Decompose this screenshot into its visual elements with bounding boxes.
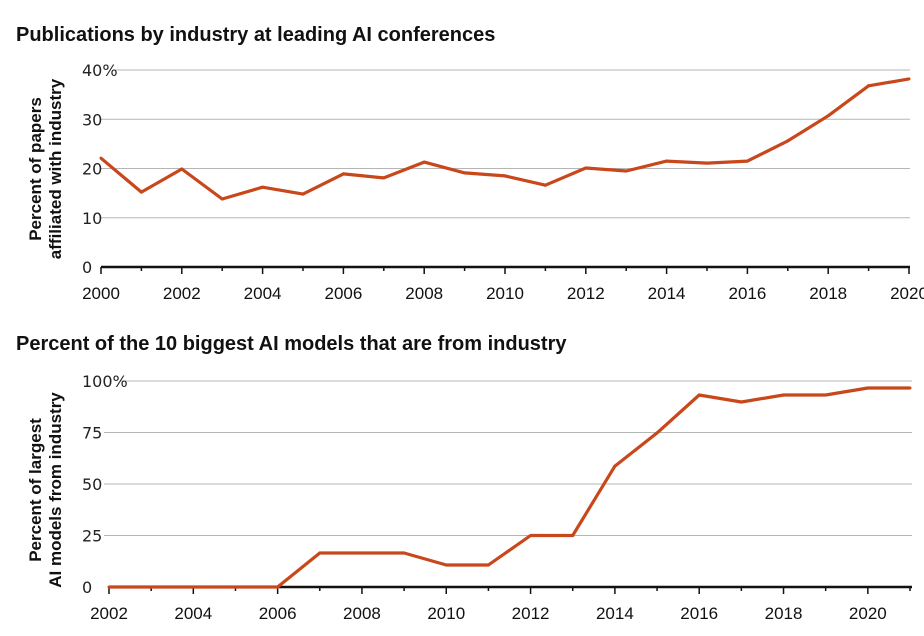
data-point [402,551,406,555]
x-tick-label: 2000 [82,284,120,303]
y-tick-label: 30 [82,110,102,129]
data-point [866,386,870,390]
chart-1-title: Publications by industry at leading AI c… [16,24,495,46]
data-point [486,563,490,567]
x-tick-label: 2006 [259,604,297,623]
x-tick-label: 2014 [648,284,686,303]
y-tick-label: 75 [82,424,102,443]
chart-1-plot: 0 10 20 30 40% 2000 2002 2004 2006 2008 2010 2012 20… [82,61,924,303]
data-point [444,563,448,567]
data-point [624,169,628,173]
x-tick-label: 2002 [90,604,128,623]
x-tick-label: 2016 [728,284,766,303]
data-point [543,183,547,187]
data-point [867,84,871,88]
x-tick-label: 2020 [849,604,887,623]
data-point [739,400,743,404]
data-point [826,114,830,118]
y-tick-label: 100% [82,372,128,391]
data-point [571,534,575,537]
data-point [341,172,345,176]
series-line [99,77,910,201]
data-point [99,156,103,160]
data-point [907,77,911,81]
x-tick-label: 2016 [680,604,718,623]
x-tick-label: 2004 [174,604,212,623]
x-tick-label: 2008 [343,604,381,623]
y-tick-label: 20 [82,160,102,179]
chart-1-ylabel-line1: Percent of papers [26,97,45,241]
x-tick-label: 2010 [427,604,465,623]
y-tick-label: 0 [82,578,92,597]
data-point [705,161,709,165]
x-tick-label: 2014 [596,604,634,623]
data-point [782,393,786,397]
data-point [233,585,237,589]
data-point [824,393,828,397]
data-point [220,197,224,201]
data-point [613,464,617,468]
data-point [503,174,507,178]
chart-2-ylabel-line1: Percent of largest [26,418,45,562]
data-point [382,176,386,180]
x-tick-label: 2002 [163,284,201,303]
chart-2-ylabel-line2: AI models from industry [46,392,65,588]
data-point [745,159,749,163]
data-point [665,159,669,163]
x-tick-label: 2008 [405,284,443,303]
x-tick-label: 2018 [809,284,847,303]
data-point [149,585,153,589]
data-point [422,160,426,164]
data-point [463,171,467,175]
y-tick-label: 50 [82,475,102,494]
chart-2-plot: 0 25 50 75 100% 2002 2004 2006 2008 2010 2012 2014 2… [82,372,912,623]
x-tick-label: 2010 [486,284,524,303]
data-point [276,585,280,589]
data-point [655,431,659,435]
chart-2-title: Percent of the 10 biggest AI models that… [16,333,567,355]
data-point [107,585,111,589]
x-tick-label: 2012 [512,604,550,623]
data-point [261,185,265,189]
y-tick-label: 10 [82,209,102,228]
y-tick-label: 25 [82,527,102,546]
series-line [109,386,910,589]
data-point [360,551,364,555]
x-tick-label: 2006 [324,284,362,303]
data-point [908,386,912,390]
data-point [180,167,184,171]
data-point [318,551,322,555]
y-tick-label: 0 [82,258,92,277]
data-point [697,393,701,397]
data-point [584,166,588,170]
x-tick-label: 2012 [567,284,605,303]
x-tick-label: 2004 [244,284,282,303]
data-point [301,192,305,196]
x-tick-label: 2018 [765,604,803,623]
data-point [191,585,195,589]
data-point [529,534,533,537]
y-tick-label: 40% [82,61,118,80]
data-point [786,139,790,143]
x-tick-label: 2020 [890,284,924,303]
chart-1-ylabel-line2: affiliated with industry [46,78,65,259]
data-point [139,190,143,194]
